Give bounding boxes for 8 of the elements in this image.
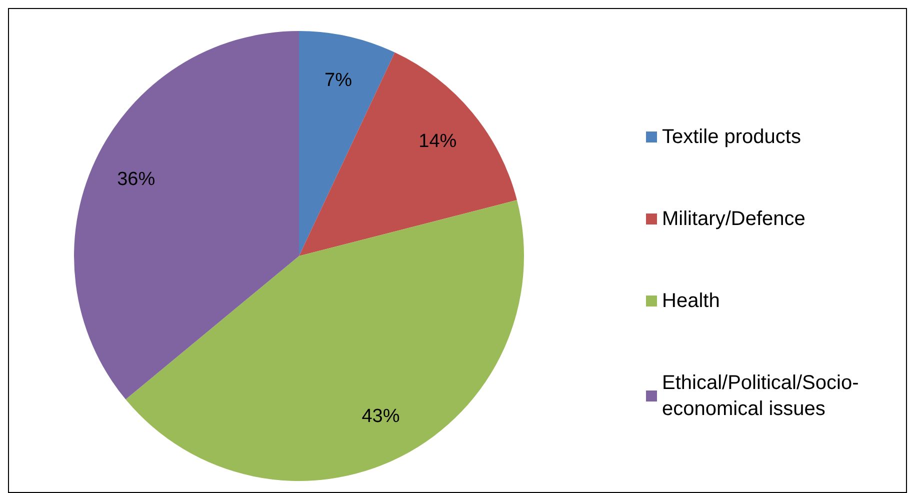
legend-label: Health [662,290,720,312]
legend-label: Ethical/Political/Socio-economical issues [662,372,859,420]
data-label: 36% [117,168,156,190]
data-label: 43% [362,406,400,427]
legend-label: Military/Defence [662,208,806,230]
data-label: 7% [324,70,352,91]
legend-label: Textile products [662,126,801,148]
data-label: 14% [418,130,457,152]
